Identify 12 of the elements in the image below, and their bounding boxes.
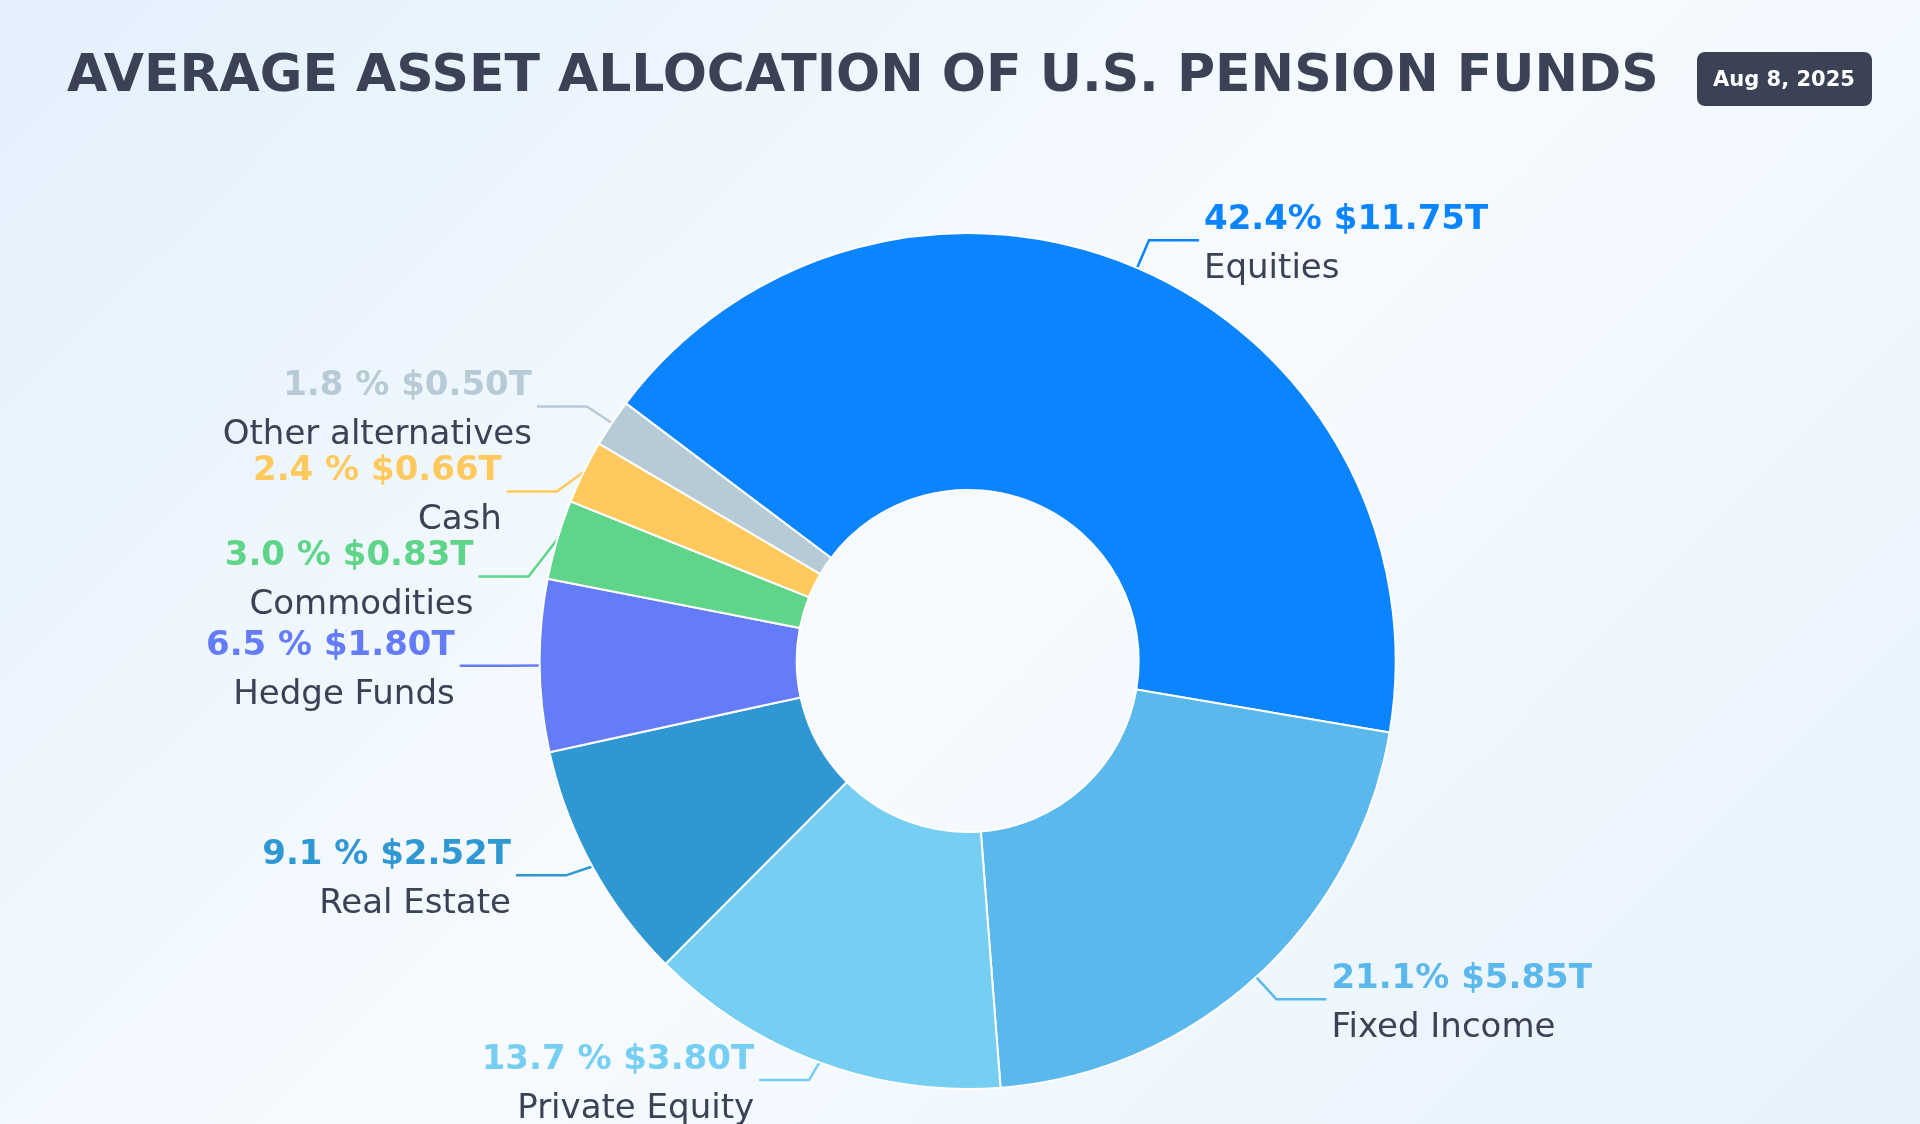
data-label: 6.5 % $1.80T <box>205 622 456 663</box>
text: Aug 8, 2025 <box>1713 67 1855 91</box>
chart-title: AVERAGE ASSET ALLOCATION OF U.S. PENSION FUNDS <box>67 43 1659 103</box>
slice-label: Fixed Income <box>1331 1005 1556 1046</box>
data-label: 21.1% $5.85T <box>1331 956 1593 997</box>
slice-label: Commodities <box>249 582 474 623</box>
data-label: 13.7 % $3.80T <box>481 1037 755 1077</box>
data-label: 9.1 % $2.52T <box>262 832 512 873</box>
slice-label: Equities <box>1203 246 1340 287</box>
slice-label: Real Estate <box>319 881 511 922</box>
slice-label: Hedge Funds <box>233 671 455 712</box>
data-label: 42.4% $11.75T <box>1203 197 1489 238</box>
